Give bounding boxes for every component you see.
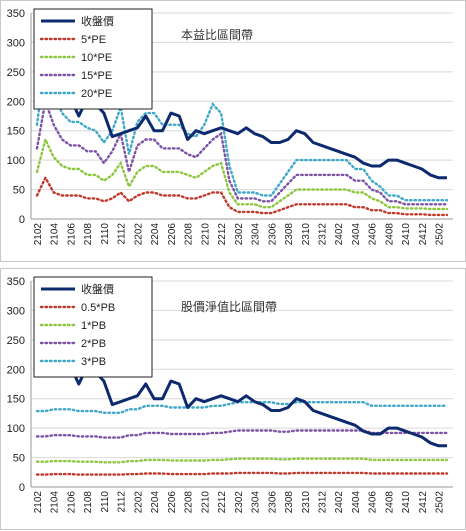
x-tick-label: 2302 [234, 223, 245, 246]
x-tick-label: 2208 [184, 223, 195, 246]
legend-label: 20*PE [81, 88, 112, 100]
x-tick-label: 2112 [117, 491, 128, 513]
x-tick-label: 2308 [284, 223, 295, 246]
x-tick-label: 2212 [217, 491, 228, 514]
x-tick-labels: 2102 2104 2106 2108 2110 2112 2202 2204 2206 2208… [33, 223, 446, 246]
x-tick-label: 2304 [251, 223, 262, 246]
gridlines: 0 50 100 150 200 250 300 350 [7, 276, 453, 494]
x-tick-label: 2312 [317, 491, 328, 514]
x-tick-label: 2402 [334, 223, 345, 246]
x-tick-label: 2502 [435, 223, 446, 246]
y-tick-label: 350 [7, 8, 25, 20]
legend-label: 1*PB [81, 320, 106, 332]
legend-label: 10*PE [81, 52, 112, 64]
x-tick-label: 2104 [50, 491, 61, 514]
legend-label: 5*PE [81, 34, 106, 46]
x-tick-label: 2410 [401, 223, 412, 246]
x-tick-label: 2308 [284, 491, 295, 514]
chart-title: 本益比區間帶 [181, 28, 253, 42]
pe-band-chart: 0 50 100 150 200 250 300 350 2102 2104 2106 2108 211… [7, 8, 453, 246]
y-tick-label: 50 [13, 453, 25, 465]
series-line-2 [35, 457, 449, 464]
x-tick-label: 2312 [317, 223, 328, 246]
y-tick-label: 250 [7, 335, 25, 347]
y-tick-label: 50 [13, 185, 25, 197]
y-tick-label: 350 [7, 276, 25, 288]
x-tick-label: 2412 [418, 223, 429, 246]
x-tick-label: 2202 [133, 223, 144, 246]
series-line-0 [36, 91, 447, 180]
x-tick-label: 2406 [368, 491, 379, 514]
x-tick-label: 2408 [384, 223, 395, 246]
x-tick-label: 2110 [100, 223, 111, 245]
x-tick-label: 2402 [334, 491, 345, 514]
x-tick-labels: 2102 2104 2106 2108 2110 2112 2202 2204 2206 2208… [33, 491, 446, 514]
series-line-4 [35, 59, 449, 202]
legend-label: 0.5*PB [81, 302, 115, 314]
x-tick-label: 2502 [435, 491, 446, 514]
y-tick-label: 200 [7, 364, 25, 376]
x-tick-label: 2206 [167, 223, 178, 246]
x-tick-label: 2104 [50, 223, 61, 246]
x-tick-label: 2102 [33, 223, 44, 246]
x-tick-label: 2304 [251, 491, 262, 514]
y-tick-label: 100 [7, 155, 25, 167]
x-tick-label: 2404 [351, 223, 362, 246]
series-line-2 [35, 135, 449, 211]
legend-label: 2*PB [81, 338, 106, 350]
x-tick-label: 2208 [184, 491, 195, 514]
x-tick-label: 2310 [301, 491, 312, 514]
x-tick-label: 2310 [301, 223, 312, 246]
pb-band-chart-panel: 0 50 100 150 200 250 300 350 2102 2104 2106 2108 211… [0, 268, 466, 530]
x-tick-label: 2202 [133, 491, 144, 514]
y-tick-label: 150 [7, 126, 25, 138]
legend-label: 15*PE [81, 70, 112, 82]
x-tick-label: 2210 [200, 223, 211, 246]
y-tick-label: 0 [19, 214, 25, 226]
y-tick-label: 250 [7, 67, 25, 79]
chart-title: 股價淨值比區間帶 [181, 299, 277, 314]
x-tick-label: 2108 [83, 491, 94, 514]
x-tick-label: 2110 [100, 491, 111, 513]
y-tick-label: 0 [19, 482, 25, 494]
x-tick-label: 2210 [200, 491, 211, 514]
x-tick-label: 2306 [267, 491, 278, 514]
y-tick-label: 300 [7, 37, 25, 49]
legend: 收盤價 0.5*PB 1*PB 2*PB 3*PB [33, 276, 153, 378]
y-tick-label: 300 [7, 305, 25, 317]
y-tick-label: 100 [7, 423, 25, 435]
pe-band-chart-panel: 0 50 100 150 200 250 300 350 2102 2104 2106 2108 211… [0, 0, 466, 262]
series-line-3 [35, 96, 449, 206]
legend-label: 3*PB [81, 356, 106, 368]
x-tick-label: 2108 [83, 223, 94, 246]
x-tick-label: 2410 [401, 491, 412, 514]
x-tick-label: 2212 [217, 223, 228, 246]
legend-label: 收盤價 [81, 14, 114, 28]
series-line-1 [35, 175, 449, 217]
x-tick-label: 2302 [234, 491, 245, 514]
x-tick-label: 2204 [150, 491, 161, 514]
x-tick-label: 2408 [384, 491, 395, 514]
series-line-4 [35, 400, 449, 415]
x-tick-label: 2406 [368, 223, 379, 246]
y-tick-label: 200 [7, 96, 25, 108]
pb-band-chart: 0 50 100 150 200 250 300 350 2102 2104 2106 2108 211… [7, 276, 453, 514]
legend: 收盤價 5*PE 10*PE 15*PE 20*PE [33, 8, 153, 110]
x-tick-label: 2204 [150, 223, 161, 246]
x-tick-label: 2106 [66, 491, 77, 514]
x-tick-label: 2306 [267, 223, 278, 246]
x-tick-label: 2404 [351, 491, 362, 514]
x-tick-label: 2102 [33, 491, 44, 514]
x-tick-label: 2412 [418, 491, 429, 514]
x-tick-label: 2106 [66, 223, 77, 246]
x-tick-label: 2206 [167, 491, 178, 514]
x-tick-label: 2112 [117, 223, 128, 245]
series-line-0 [36, 359, 447, 448]
y-tick-label: 150 [7, 394, 25, 406]
series-line-1 [35, 471, 449, 476]
legend-label: 收盤價 [81, 282, 114, 296]
